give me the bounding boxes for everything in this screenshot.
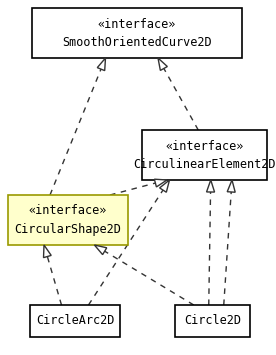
Polygon shape bbox=[94, 245, 107, 255]
Text: «interface»
SmoothOrientedCurve2D: «interface» SmoothOrientedCurve2D bbox=[62, 17, 212, 49]
Text: CircleArc2D: CircleArc2D bbox=[36, 315, 114, 328]
FancyBboxPatch shape bbox=[30, 305, 120, 337]
Polygon shape bbox=[160, 180, 169, 192]
Polygon shape bbox=[154, 179, 167, 187]
Polygon shape bbox=[206, 180, 214, 192]
Text: «interface»
CirculinearElement2D: «interface» CirculinearElement2D bbox=[133, 140, 276, 170]
FancyBboxPatch shape bbox=[8, 195, 128, 245]
FancyBboxPatch shape bbox=[142, 130, 267, 180]
Polygon shape bbox=[97, 58, 105, 71]
Polygon shape bbox=[227, 180, 235, 192]
FancyBboxPatch shape bbox=[32, 8, 242, 58]
Polygon shape bbox=[158, 58, 167, 70]
Text: Circle2D: Circle2D bbox=[184, 315, 241, 328]
FancyBboxPatch shape bbox=[175, 305, 250, 337]
Polygon shape bbox=[44, 245, 51, 258]
Text: «interface»
CircularShape2D: «interface» CircularShape2D bbox=[15, 204, 121, 235]
